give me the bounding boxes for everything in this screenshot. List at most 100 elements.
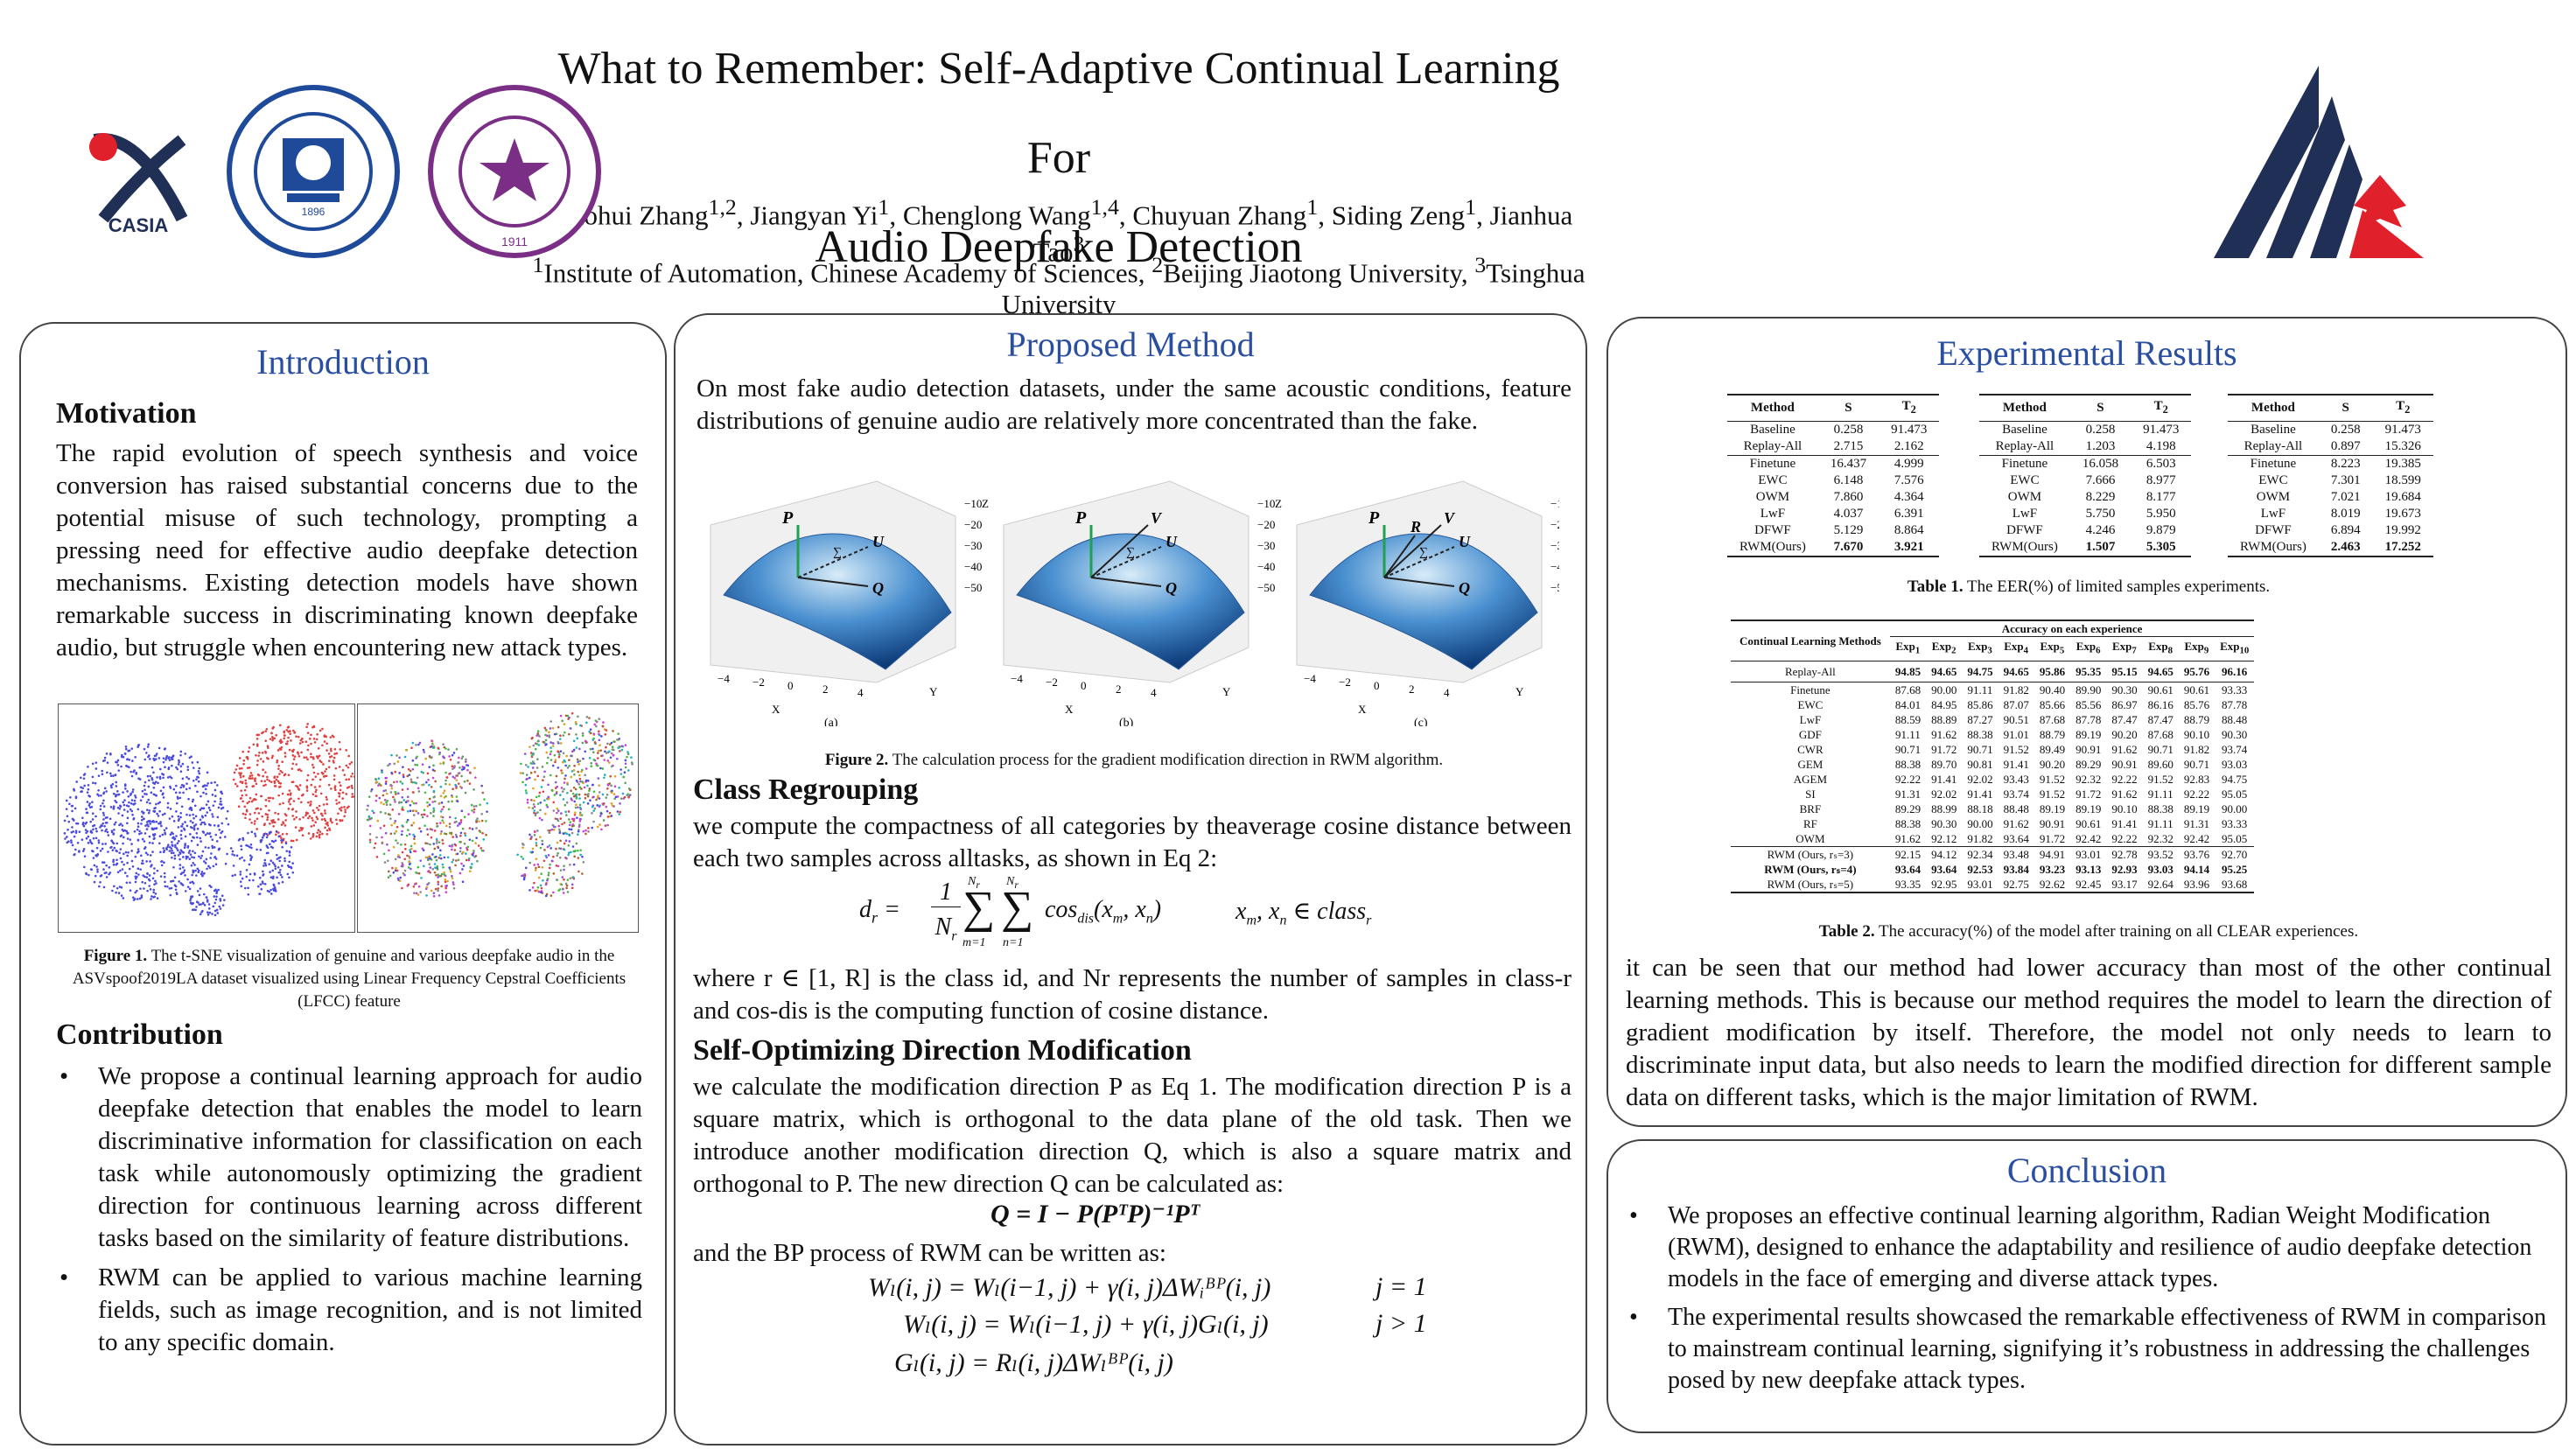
tsne-point [174,844,177,847]
tsne-point [321,744,324,747]
tsne-point [295,816,298,819]
tsne-point [215,908,219,912]
tsne-point [181,866,185,869]
tsne-point [208,808,212,812]
tsne-point [120,765,122,768]
tsne-point [208,911,212,914]
tsne-point [248,746,251,749]
tsne-point [343,806,346,808]
tsne-point [382,824,386,827]
tsne-point [548,844,551,847]
figure-2-text: The calculation process for the gradient… [888,751,1444,769]
tsne-point [124,788,127,790]
tsne-point [442,755,444,758]
tsne-point [71,826,74,829]
tsne-point [125,747,128,751]
tsne-point [241,856,243,859]
tsne-point [73,835,76,838]
tsne-point [448,822,452,825]
tsne-point [520,762,522,766]
tsne-point [191,908,194,912]
tsne-point [533,762,536,765]
tsne-point [125,881,129,885]
tsne-point [443,873,446,877]
tsne-point [263,862,267,865]
tsne-point [408,774,411,777]
tsne-point [565,754,569,758]
tsne-point [196,890,200,892]
tsne-point [460,787,463,789]
tsne-point [536,732,539,735]
tsne-point [280,740,284,744]
tsne-point [417,885,421,888]
tsne-point [610,791,613,794]
tsne-point [102,792,105,795]
tsne-point [269,843,271,846]
tsne-point [381,769,383,772]
tsne-point [534,869,537,872]
tsne-point [426,842,429,845]
tsne-point [345,778,348,781]
tsne-point [271,754,274,758]
tsne-point [202,807,205,810]
surface-label: −20 [964,518,982,531]
table-row: DFWF 5.129 8.864 [1754,523,1924,537]
tsne-point [260,887,263,891]
tsne-point [566,783,569,786]
tsne-point [311,763,314,766]
tsne-point [67,820,71,823]
tsne-point [439,794,443,798]
tsne-point [204,814,207,817]
tsne-point [234,873,236,877]
tsne-point [601,793,605,796]
tsne-point [188,850,192,852]
tsne-point [134,880,137,884]
tsne-point [119,869,122,872]
tsne-point [99,804,102,808]
tsne-point [485,833,487,836]
tsne-point [214,858,218,860]
tsne-point [482,838,486,841]
tsne-point [388,762,391,766]
table-2-label: Table 2. [1818,922,1875,941]
tsne-point [164,766,166,768]
tsne-point [128,867,131,871]
gradient-surface-plots: PUQ∑−10−20−30−40−50Z−4 −2 0 2 4XY(a)PUQ∑V−10… [710,480,1575,730]
tsne-point [217,824,220,827]
tsne-point [439,822,442,824]
tsne-point [381,842,384,845]
tsne-point [135,877,137,880]
tsne-point [206,914,210,916]
tsne-point [425,894,428,897]
tsne-point [185,788,188,791]
tsne-point [526,777,529,780]
tsne-point [176,849,179,851]
tsne-point [265,727,269,731]
tsne-point [119,805,122,808]
tsne-point [312,778,314,781]
tsne-point [381,836,383,839]
table-row: Replay-All 1.203 4.198 [1995,439,2176,453]
tsne-point [555,780,557,784]
tsne-point [550,828,554,831]
tsne-point [200,872,203,876]
tsne-point [67,840,70,844]
tsne-point [421,816,424,819]
tsne-point [486,802,489,805]
tsne-point [180,837,183,840]
tsne-point [393,822,396,824]
tsne-point [306,758,309,761]
tsne-point [91,812,94,816]
tsne-point [439,762,442,765]
tsne-point [245,869,248,872]
tsne-point [129,889,132,892]
tsne-point [402,766,404,768]
tsne-point [436,864,439,868]
tsne-point [555,792,558,795]
tsne-point [284,819,287,822]
tsne-point [91,775,94,779]
t2-method-header: Continual Learning Methods [1731,620,1890,662]
tsne-point [556,750,559,752]
tsne-point [240,772,242,774]
tsne-point [292,758,296,760]
